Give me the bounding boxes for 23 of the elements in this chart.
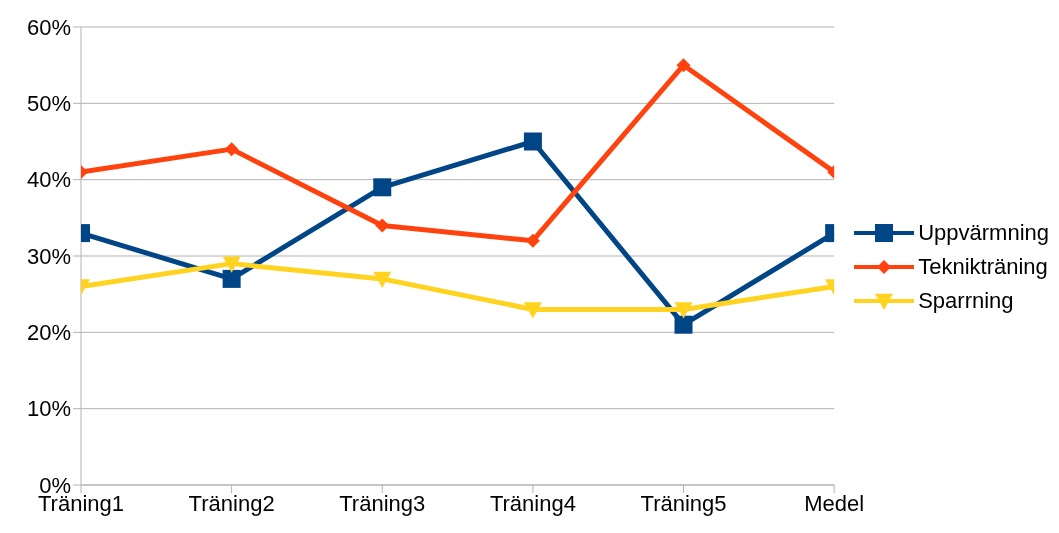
y-tick-label: 60% (26, 14, 71, 40)
legend-label: Sparrning (918, 287, 1014, 314)
point (373, 271, 392, 288)
y-tick-label: 10% (26, 396, 71, 422)
point (375, 218, 390, 233)
y-tick-label: 30% (26, 243, 71, 269)
point (674, 315, 693, 334)
y-tick-label: 40% (26, 167, 71, 193)
legend-label: Teknikträning (918, 253, 1048, 280)
point (674, 302, 693, 319)
x-tick-label: Träning3 (339, 490, 426, 516)
x-tick-label: Träning5 (640, 490, 727, 516)
y-tick-label: 20% (26, 320, 71, 346)
x-tick-label: Medel (804, 490, 865, 516)
y-tick-label: 50% (26, 91, 71, 117)
point (523, 302, 542, 319)
legend-label: Uppvärmning (918, 219, 1049, 246)
point (525, 233, 540, 248)
point (523, 132, 542, 151)
point (676, 58, 691, 73)
x-tick-label: Träning4 (489, 490, 576, 516)
x-tick-label: Träning2 (188, 490, 275, 516)
point (373, 178, 392, 197)
